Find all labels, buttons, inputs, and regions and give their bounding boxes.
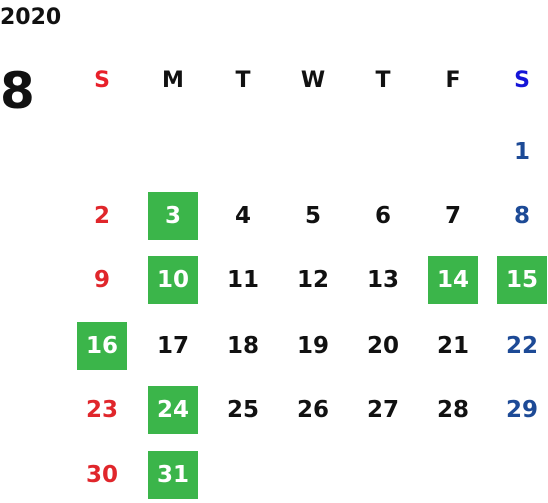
day-cell-highlighted[interactable]: 16 <box>77 322 127 370</box>
day-cell[interactable]: 29 <box>505 397 538 423</box>
day-cell[interactable]: 9 <box>93 267 110 293</box>
day-cell[interactable]: 1 <box>513 139 530 165</box>
weekday-header-wed: W <box>300 68 326 93</box>
day-cell[interactable]: 25 <box>226 397 259 423</box>
day-cell[interactable]: 5 <box>304 203 321 229</box>
day-cell-highlighted[interactable]: 31 <box>148 451 198 499</box>
day-cell[interactable]: 19 <box>296 333 329 359</box>
weekday-header-mon: M <box>162 68 184 93</box>
day-cell[interactable]: 18 <box>226 333 259 359</box>
month-number: 8 <box>0 62 35 120</box>
weekday-header-sat: S <box>514 68 530 93</box>
day-cell-highlighted[interactable]: 14 <box>428 256 478 304</box>
day-cell-highlighted[interactable]: 15 <box>497 256 547 304</box>
day-cell[interactable]: 8 <box>513 203 530 229</box>
day-cell-highlighted[interactable]: 10 <box>148 256 198 304</box>
day-cell[interactable]: 11 <box>226 267 259 293</box>
day-cell[interactable]: 27 <box>366 397 399 423</box>
day-cell[interactable]: 21 <box>436 333 469 359</box>
day-cell[interactable]: 23 <box>85 397 118 423</box>
day-cell[interactable]: 22 <box>505 333 538 359</box>
day-cell[interactable]: 20 <box>366 333 399 359</box>
day-cell-highlighted[interactable]: 24 <box>148 386 198 434</box>
day-cell[interactable]: 28 <box>436 397 469 423</box>
day-cell[interactable]: 13 <box>366 267 399 293</box>
day-cell[interactable]: 7 <box>444 203 461 229</box>
weekday-header-thu: T <box>375 68 391 93</box>
year-label: 2020 <box>0 5 62 30</box>
day-cell[interactable]: 17 <box>156 333 189 359</box>
day-cell-highlighted[interactable]: 3 <box>148 192 198 240</box>
day-cell[interactable]: 30 <box>85 462 118 488</box>
weekday-header-sun: S <box>94 68 110 93</box>
day-cell[interactable]: 2 <box>93 203 110 229</box>
weekday-header-tue: T <box>235 68 251 93</box>
day-cell[interactable]: 12 <box>296 267 329 293</box>
day-cell[interactable]: 4 <box>234 203 251 229</box>
day-cell[interactable]: 26 <box>296 397 329 423</box>
day-cell[interactable]: 6 <box>374 203 391 229</box>
weekday-header-fri: F <box>445 68 461 93</box>
